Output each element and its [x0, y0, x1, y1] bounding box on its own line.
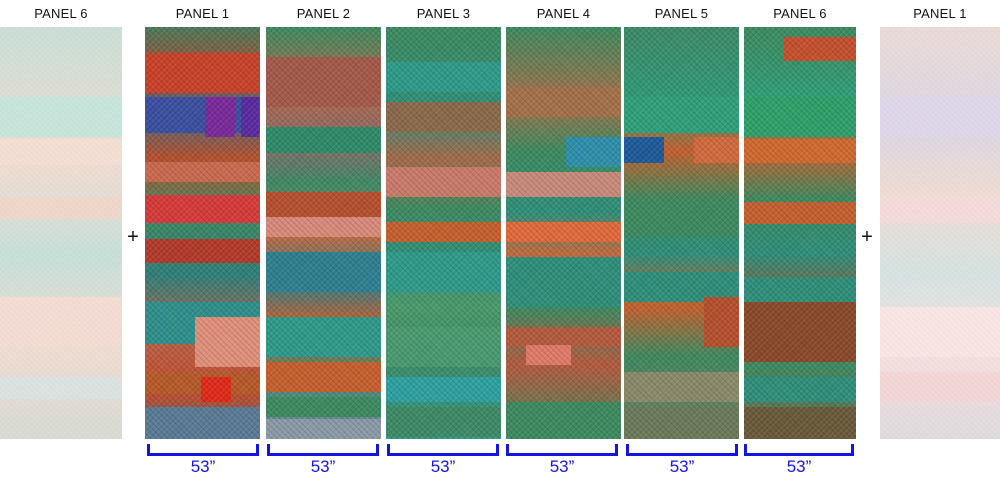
- panel-2-width-label: 53”: [310, 457, 336, 476]
- panel-3-swatch: [386, 27, 501, 439]
- preview-left-label: PANEL 6: [34, 6, 88, 21]
- panel-4-swatch: [506, 27, 621, 439]
- panel-2-swatch: [266, 27, 381, 439]
- panel-6-label: PANEL 6: [773, 6, 827, 21]
- panel-2-label: PANEL 2: [296, 6, 351, 21]
- panel-1-bracket: [147, 444, 259, 456]
- panel-6-width-label: 53”: [786, 457, 812, 476]
- plus-left: +: [127, 226, 139, 248]
- panel-3-bracket: [387, 444, 499, 456]
- panel-6-bracket: [744, 444, 854, 456]
- preview-left-panel: [0, 27, 122, 439]
- plus-right: +: [861, 226, 873, 248]
- panel-4-bracket: [506, 444, 618, 456]
- panel-3-label: PANEL 3: [416, 6, 471, 21]
- panel-5-label: PANEL 5: [654, 6, 709, 21]
- panel-2-bracket: [267, 444, 379, 456]
- panel-1-swatch: [145, 27, 260, 439]
- preview-right-panel: [880, 27, 1000, 439]
- panel-1-width-label: 53”: [190, 457, 216, 476]
- panel-4-width-label: 53”: [549, 457, 575, 476]
- panel-3-width-label: 53”: [430, 457, 456, 476]
- panel-6-swatch: [744, 27, 856, 439]
- panel-1-label: PANEL 1: [175, 6, 230, 21]
- panel-5-swatch: [624, 27, 739, 439]
- panel-4-label: PANEL 4: [536, 6, 591, 21]
- preview-right-label: PANEL 1: [913, 6, 967, 21]
- panel-5-width-label: 53”: [669, 457, 695, 476]
- panel-5-bracket: [626, 444, 738, 456]
